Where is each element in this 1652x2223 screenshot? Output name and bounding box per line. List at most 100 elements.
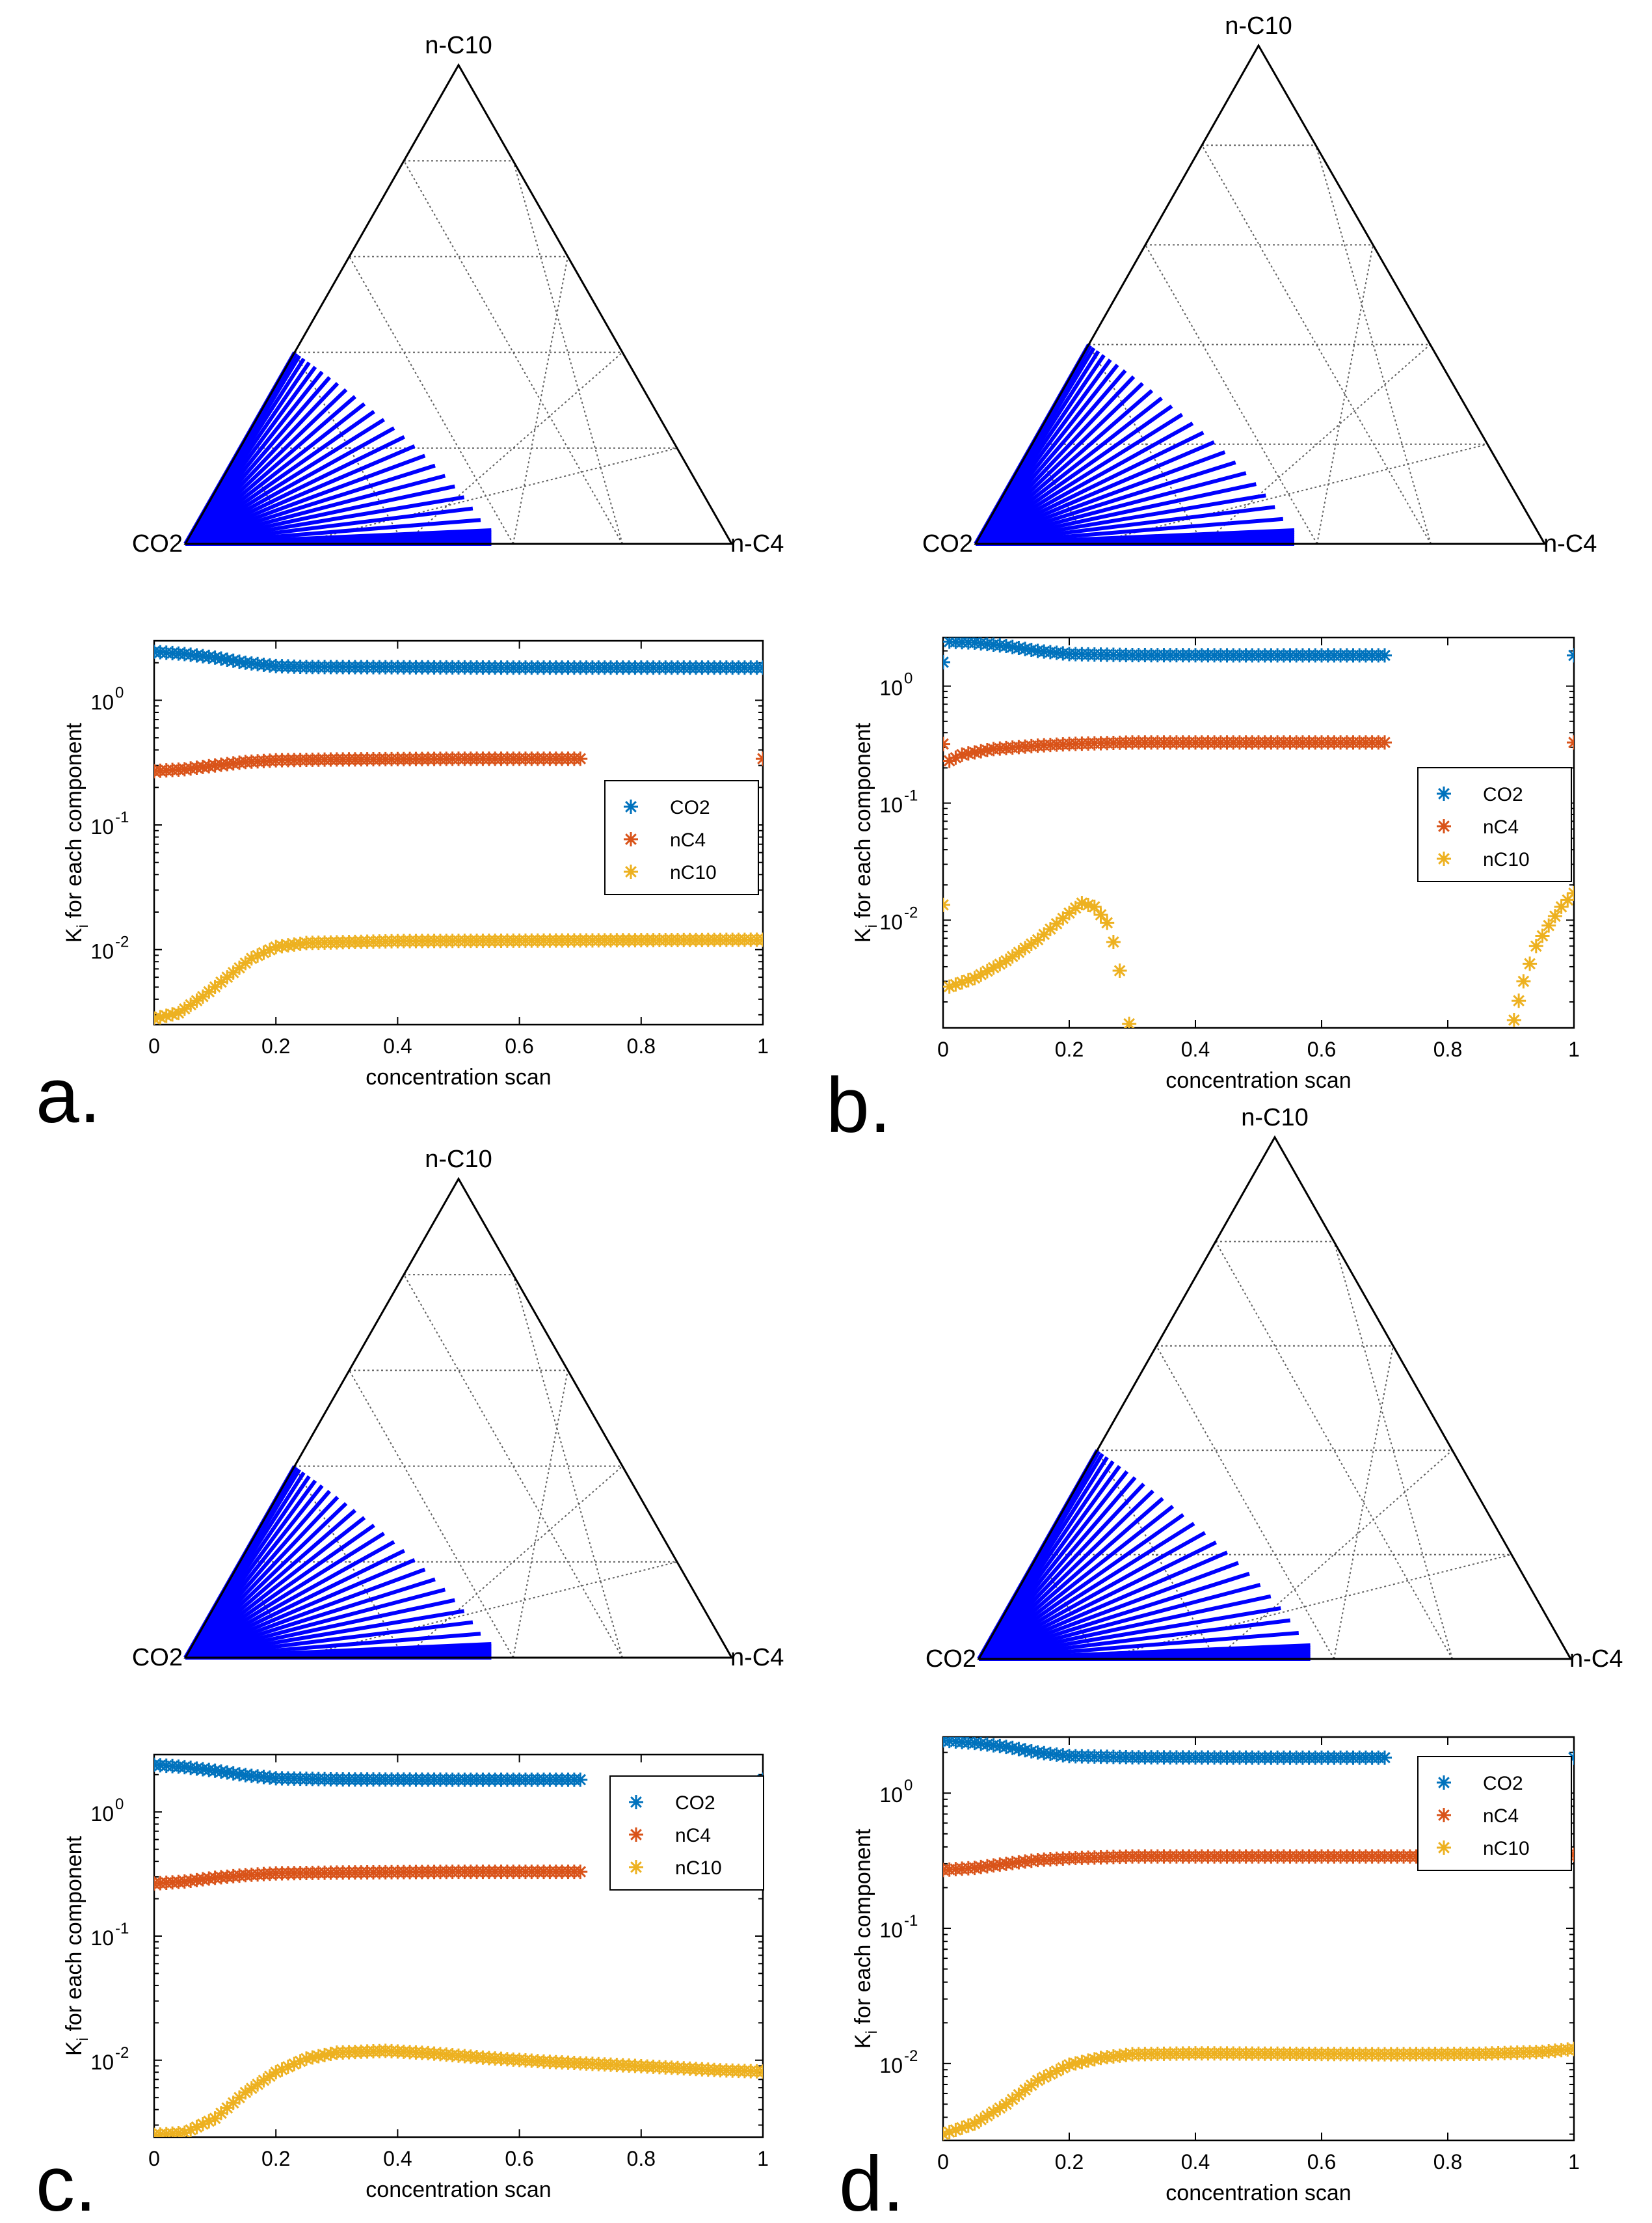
data-point: [1437, 852, 1451, 866]
data-point: [1043, 922, 1058, 937]
ternary-grid-line: [1097, 1554, 1512, 1660]
y-tick-exponent: -1: [904, 1912, 918, 1930]
data-point: [274, 2062, 289, 2077]
data-point: [1005, 949, 1020, 964]
data-point: [999, 2097, 1013, 2112]
data-point: [1024, 2078, 1039, 2093]
tie-line: [184, 1516, 366, 1660]
x-axis-label: concentration scan: [366, 1065, 551, 1090]
y-tick-exponent: 0: [904, 1777, 913, 1794]
tie-line: [185, 1598, 455, 1660]
tie-line: [978, 1643, 1311, 1661]
x-tick-label: 0.6: [1307, 2150, 1336, 2174]
data-point: [1437, 1840, 1451, 1855]
tie-line: [185, 484, 455, 546]
tie-line: [974, 389, 1154, 546]
data-point: [207, 650, 222, 665]
data-point: [974, 967, 989, 982]
data-point: [1554, 899, 1569, 914]
data-point: [993, 957, 1007, 972]
data-point: [1018, 1743, 1033, 1758]
tie-line: [978, 1522, 1195, 1661]
tie-line: [184, 1524, 375, 1660]
data-point: [1062, 2057, 1076, 2072]
series-CO2: [154, 644, 763, 675]
legend-label: nC4: [675, 1825, 711, 1846]
y-axis-label: Ki for each component: [851, 722, 881, 943]
y-axis-label-main: K: [62, 2041, 87, 2056]
panel-letter: a.: [36, 1052, 101, 1139]
tie-line: [978, 1531, 1206, 1661]
tie-line: [185, 1577, 436, 1660]
data-point: [1541, 918, 1556, 933]
tie-line: [184, 444, 416, 546]
data-point: [1011, 945, 1026, 960]
data-point: [1011, 2087, 1026, 2102]
x-tick-label: 0.4: [1181, 2150, 1210, 2174]
y-axis-label-subscript: i: [74, 2038, 92, 2041]
x-tick-label: 0.6: [505, 1034, 533, 1058]
data-point: [1024, 936, 1039, 951]
data-point: [961, 746, 976, 761]
data-point: [955, 747, 970, 762]
ternary-grid-line: [1333, 1345, 1394, 1660]
data-point: [967, 2116, 982, 2131]
x-tick-label: 0.2: [1055, 1038, 1084, 1061]
series-group: [154, 1757, 763, 2137]
data-point: [213, 2106, 228, 2121]
x-tick-label: 0: [937, 2150, 949, 2174]
data-point: [979, 743, 994, 758]
y-axis-label-rest: for each component: [62, 722, 87, 924]
ternary-outline: [974, 43, 1547, 545]
data-point: [1122, 1016, 1137, 1028]
data-point: [220, 2101, 235, 2116]
data-point: [979, 2108, 994, 2123]
y-tick-label: 10: [90, 1802, 114, 1826]
data-point: [1378, 1750, 1392, 1765]
x-tick-label: 1: [1568, 2150, 1580, 2174]
data-point: [1112, 963, 1127, 978]
x-tick-label: 0.2: [261, 1034, 290, 1058]
y-tick-label: 10: [90, 940, 114, 963]
data-point: [220, 970, 235, 985]
ternary-outline: [183, 1176, 734, 1659]
y-axis-label-rest: for each component: [62, 1835, 87, 2038]
x-tick-label: 1: [1568, 1038, 1580, 1061]
tie-line: [975, 505, 1275, 546]
tie-line: [185, 463, 436, 546]
chart-legend: CO2 nC4 nC10: [1417, 1756, 1572, 1871]
tie-line: [978, 1594, 1272, 1661]
data-point: [1437, 787, 1451, 801]
data-point: [1049, 916, 1064, 931]
panel-letter: d.: [839, 2140, 904, 2223]
ternary-grid-line: [1097, 1449, 1216, 1660]
data-point: [1043, 2067, 1058, 2082]
data-point: [1049, 2064, 1064, 2079]
data-point: [961, 2118, 976, 2133]
series-nC4: [154, 1865, 763, 1891]
legend-label: nC10: [1483, 1838, 1530, 1859]
tie-line: [185, 1609, 465, 1660]
panel-letter: c.: [36, 2140, 96, 2223]
data-point: [1037, 2069, 1052, 2084]
data-point: [629, 1795, 643, 1809]
series-nC10: [154, 2043, 763, 2137]
tie-line: [185, 495, 465, 546]
data-point: [293, 2054, 308, 2069]
tie-line: [974, 396, 1164, 546]
data-point: [207, 2111, 222, 2126]
y-tick-label: 10: [879, 794, 903, 817]
y-tick-exponent: 0: [904, 670, 913, 688]
tie-line: [184, 410, 375, 546]
y-tick-label: 10: [879, 677, 903, 700]
data-point: [183, 2122, 198, 2137]
data-point: [1087, 2052, 1102, 2067]
tie-line: [185, 506, 473, 546]
data-point: [999, 953, 1013, 968]
series-group: [154, 644, 763, 1025]
data-point: [202, 984, 217, 999]
legend-label: nC10: [1483, 849, 1530, 870]
ternary-diagram: n-C10 CO2 n-C4: [132, 32, 784, 558]
y-tick-label: 10: [879, 1783, 903, 1807]
